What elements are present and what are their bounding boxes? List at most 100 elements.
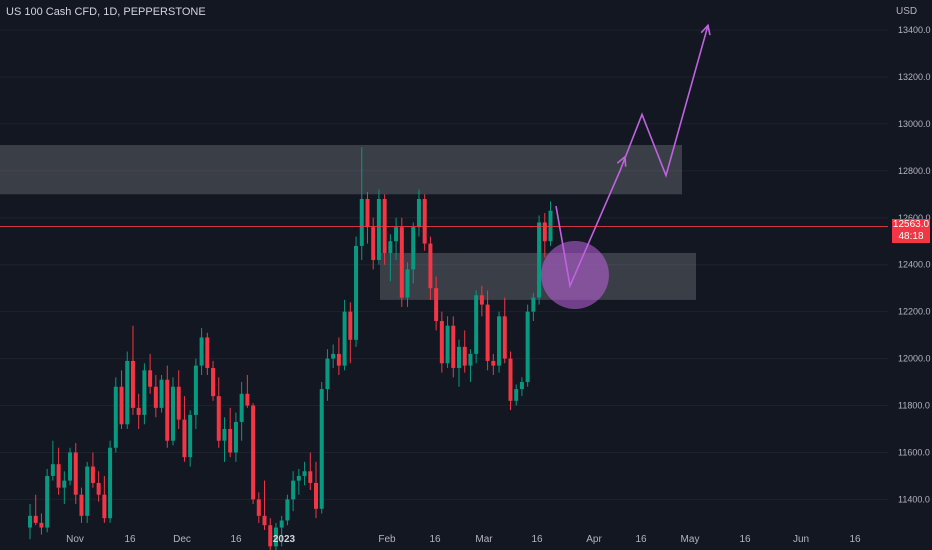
price-tick-label: 13400.0 xyxy=(898,25,931,35)
candle-body xyxy=(136,407,141,415)
candle-body xyxy=(302,471,307,476)
candle-body xyxy=(108,447,113,519)
projection-path xyxy=(555,25,709,289)
candle-body xyxy=(279,520,284,528)
time-tick-label: Apr xyxy=(586,534,602,545)
candle-body xyxy=(262,515,267,526)
last-price-value: 12563.0 xyxy=(892,219,930,230)
candle-body xyxy=(273,527,278,547)
candle-body xyxy=(256,499,261,516)
time-axis[interactable]: Nov 16 Dec 16 2023 Feb 16 Mar 16 Apr 16 May 16 Jun 16 xyxy=(66,534,861,545)
candle-body xyxy=(308,471,313,483)
candle-body xyxy=(148,370,153,387)
price-tick-label: 12200.0 xyxy=(898,307,931,317)
candle-body xyxy=(365,198,370,228)
candle-body xyxy=(199,337,204,366)
candlesticks xyxy=(28,147,553,550)
candle-body xyxy=(211,367,216,397)
price-tick-label: 13200.0 xyxy=(898,72,931,82)
candle-body xyxy=(73,452,78,495)
arrowhead xyxy=(700,23,711,36)
candle-body xyxy=(188,414,193,458)
candle-body xyxy=(159,379,164,408)
candle-body xyxy=(497,316,502,366)
candle-body xyxy=(519,382,524,390)
time-tick-label: 16 xyxy=(635,534,647,545)
candle-body xyxy=(331,353,336,359)
time-tick-label: 16 xyxy=(739,534,751,545)
candle-body xyxy=(445,325,450,364)
candle-body xyxy=(62,480,67,488)
candle-body xyxy=(142,370,147,415)
projection-drawing[interactable] xyxy=(541,23,711,309)
candle-body xyxy=(119,386,124,425)
candle-body xyxy=(165,379,170,441)
candle-body xyxy=(479,295,484,305)
time-tick-label: Mar xyxy=(475,534,493,545)
candle-body xyxy=(382,198,387,253)
candle-body xyxy=(514,389,519,401)
time-tick-label: Feb xyxy=(378,534,396,545)
candle-body xyxy=(491,360,496,366)
supply-demand-zones[interactable] xyxy=(0,145,696,300)
candle-body xyxy=(251,405,256,500)
candle-body xyxy=(422,198,427,244)
candle-body xyxy=(537,222,542,298)
arrowhead xyxy=(616,155,627,167)
time-tick-label: Nov xyxy=(66,534,84,545)
candle-body xyxy=(399,227,404,298)
candle-body xyxy=(451,325,456,368)
bar-countdown: 48:18 xyxy=(898,231,924,242)
candle-body xyxy=(525,311,530,383)
candle-body xyxy=(171,386,175,441)
candle-body xyxy=(428,243,433,289)
candle-body xyxy=(319,389,324,509)
time-tick-label: May xyxy=(681,534,700,545)
candle-body xyxy=(222,428,227,441)
candle-body xyxy=(45,475,50,528)
price-tick-label: 11600.0 xyxy=(898,447,930,457)
candle-body xyxy=(474,295,479,354)
currency-label: USD xyxy=(896,6,918,17)
price-tick-label: 12000.0 xyxy=(898,354,931,364)
candle-body xyxy=(153,386,158,408)
candle-body xyxy=(485,304,490,361)
candle-body xyxy=(371,227,376,261)
time-tick-label: 2023 xyxy=(273,534,296,545)
candle-body xyxy=(216,396,221,441)
time-tick-label: 16 xyxy=(429,534,441,545)
candle-body xyxy=(56,464,61,488)
candle-body xyxy=(508,358,513,401)
candle-body xyxy=(405,269,410,298)
candle-body xyxy=(394,227,399,242)
candle-body xyxy=(457,346,461,368)
symbol-title: US 100 Cash CFD, 1D, PEPPERSTONE xyxy=(6,6,206,18)
time-tick-label: 16 xyxy=(531,534,543,545)
candle-body xyxy=(228,428,233,453)
price-tick-label: 13000.0 xyxy=(898,119,931,129)
candle-body xyxy=(28,515,32,528)
price-tick-label: 12800.0 xyxy=(898,166,931,176)
candle-body xyxy=(102,494,107,519)
candle-body xyxy=(502,316,507,359)
zone-rect xyxy=(0,145,682,195)
price-tick-label: 12400.0 xyxy=(898,260,931,270)
candle-body xyxy=(542,222,547,242)
candle-body xyxy=(434,288,439,322)
time-tick-label: 16 xyxy=(124,534,136,545)
candle-body xyxy=(348,311,353,340)
candle-body xyxy=(468,353,473,366)
candle-body xyxy=(285,499,290,521)
candle-body xyxy=(79,494,84,516)
time-tick-label: Jun xyxy=(793,534,809,545)
candle-body xyxy=(68,452,73,481)
candle-body xyxy=(125,360,130,425)
time-tick-label: 16 xyxy=(230,534,242,545)
candle-body xyxy=(233,421,238,453)
candle-body xyxy=(39,522,44,528)
candle-body xyxy=(176,386,181,420)
candle-body xyxy=(531,297,536,312)
candle-body xyxy=(85,466,90,516)
price-axis[interactable]: 13400.0 13200.0 13000.0 12800.0 12600.0 12400… xyxy=(898,25,931,504)
